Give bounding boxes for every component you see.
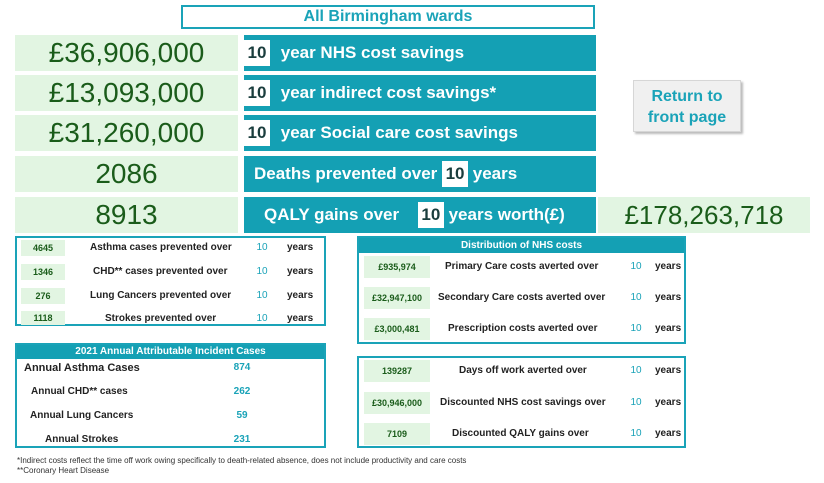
nhs-distribution-header: Distribution of NHS costs <box>359 238 684 253</box>
primary-care-label: Primary Care costs averted over <box>445 261 599 272</box>
years-unit: years <box>655 397 682 408</box>
years-unit: years <box>287 290 314 301</box>
social-care-savings-bar: 10 year Social care cost savings <box>244 115 596 151</box>
years-unit: years <box>655 292 682 303</box>
years-input[interactable]: 10 <box>417 202 444 228</box>
strokes-prevented-value: 1118 <box>21 311 65 325</box>
qaly-gains-value: 8913 <box>15 197 238 233</box>
years-value: 10 <box>630 261 642 272</box>
annual-lung-value: 59 <box>236 410 248 421</box>
deaths-prevented-label: Deaths prevented over <box>254 164 438 183</box>
chd-prevented-label: CHD** cases prevented over <box>93 266 228 277</box>
chd-prevented-value: 1346 <box>21 264 65 280</box>
annual-asthma-label: Annual Asthma Cases <box>24 362 140 374</box>
years-unit: years <box>655 323 682 334</box>
years-input[interactable]: 10 <box>442 161 469 187</box>
qaly-years-label: years worth(£) <box>448 205 565 224</box>
years-value: 10 <box>256 290 268 301</box>
social-care-savings-label: year Social care cost savings <box>280 123 518 142</box>
indirect-cost-savings-value: £13,093,000 <box>15 75 238 111</box>
strokes-prevented-label: Strokes prevented over <box>105 313 217 324</box>
years-input[interactable]: 10 <box>244 120 270 146</box>
prescription-value: £3,000,481 <box>364 318 430 340</box>
deaths-prevented-value: 2086 <box>15 156 238 192</box>
years-value: 10 <box>630 365 642 376</box>
years-input[interactable]: 10 <box>244 80 270 106</box>
deaths-years-label: years <box>472 164 518 183</box>
secondary-care-label: Secondary Care costs averted over <box>438 292 606 303</box>
years-unit: years <box>287 266 314 277</box>
days-off-work-label: Days off work averted over <box>459 365 587 376</box>
years-unit: years <box>655 428 682 439</box>
discounted-nhs-value: £30,946,000 <box>364 392 430 414</box>
qaly-gains-label: QALY gains over <box>264 205 400 224</box>
years-unit: years <box>287 242 314 253</box>
annual-chd-label: Annual CHD** cases <box>31 386 128 397</box>
indirect-cost-savings-bar: 10 year indirect cost savings* <box>244 75 596 111</box>
secondary-care-value: £32,947,100 <box>364 287 430 309</box>
page-title: All Birmingham wards <box>181 5 595 29</box>
years-value: 10 <box>630 292 642 303</box>
years-unit: years <box>287 313 314 324</box>
years-value: 10 <box>630 397 642 408</box>
years-value: 10 <box>630 323 642 334</box>
annual-asthma-value: 874 <box>233 362 251 373</box>
prescription-label: Prescription costs averted over <box>448 323 598 334</box>
annual-lung-label: Annual Lung Cancers <box>30 410 134 421</box>
nhs-distribution-panel <box>357 236 686 344</box>
years-unit: years <box>655 365 682 376</box>
nhs-cost-savings-value: £36,906,000 <box>15 35 238 71</box>
cases-prevented-panel <box>15 236 326 326</box>
footnote-chd: **Coronary Heart Disease <box>17 466 110 475</box>
qaly-worth-value: £178,263,718 <box>598 197 810 233</box>
years-value: 10 <box>256 313 268 324</box>
other-outcomes-panel <box>357 356 686 448</box>
qaly-gains-bar: QALY gains over 10 years worth(£) <box>244 197 596 233</box>
asthma-prevented-value: 4645 <box>21 240 65 256</box>
years-value: 10 <box>630 428 642 439</box>
discounted-nhs-label: Discounted NHS cost savings over <box>440 397 606 408</box>
return-to-front-page-button[interactable]: Return to front page <box>633 80 741 132</box>
indirect-cost-savings-label: year indirect cost savings* <box>280 83 497 102</box>
deaths-prevented-bar: Deaths prevented over 10 years <box>244 156 596 192</box>
annual-cases-panel <box>15 343 326 448</box>
years-value: 10 <box>256 242 268 253</box>
lung-cancer-prevented-label: Lung Cancers prevented over <box>90 290 232 301</box>
footnote-indirect-costs: *Indirect costs reflect the time off wor… <box>17 456 467 465</box>
annual-strokes-label: Annual Strokes <box>45 434 119 445</box>
annual-cases-header: 2021 Annual Attributable Incident Cases <box>17 345 324 359</box>
annual-strokes-value: 231 <box>233 434 251 445</box>
lung-cancer-prevented-value: 276 <box>21 288 65 304</box>
years-unit: years <box>655 261 682 272</box>
years-value: 10 <box>256 266 268 277</box>
years-input[interactable]: 10 <box>244 40 270 66</box>
discounted-qaly-label: Discounted QALY gains over <box>452 428 589 439</box>
discounted-qaly-value: 7109 <box>364 423 430 445</box>
annual-chd-value: 262 <box>233 386 251 397</box>
primary-care-value: £935,974 <box>364 256 430 278</box>
asthma-prevented-label: Asthma cases prevented over <box>90 242 232 253</box>
nhs-cost-savings-bar: 10 year NHS cost savings <box>244 35 596 71</box>
days-off-work-value: 139287 <box>364 360 430 382</box>
nhs-cost-savings-label: year NHS cost savings <box>280 43 465 62</box>
social-care-savings-value: £31,260,000 <box>15 115 238 151</box>
